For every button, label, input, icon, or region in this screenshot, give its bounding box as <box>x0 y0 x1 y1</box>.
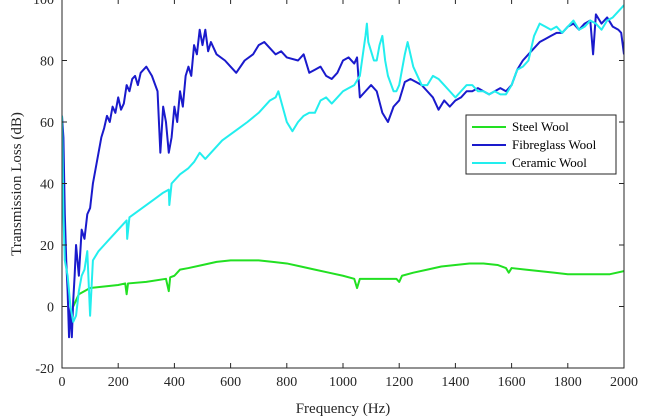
legend-label: Ceramic Wool <box>512 155 587 170</box>
y-tick-label: -20 <box>35 362 54 377</box>
x-tick-label: 1800 <box>554 375 582 390</box>
y-tick-label: 20 <box>40 239 54 254</box>
y-axis-label: Transmission Loss (dB) <box>9 112 25 256</box>
legend-label: Fibreglass Wool <box>512 137 597 152</box>
x-tick-label: 400 <box>164 375 185 390</box>
y-tick-label: 40 <box>40 178 54 193</box>
x-tick-label: 1600 <box>498 375 526 390</box>
x-tick-label: 800 <box>276 375 297 390</box>
plot-area <box>62 0 624 368</box>
x-tick-label: 200 <box>108 375 129 390</box>
series-line-steel-wool <box>72 259 624 307</box>
x-tick-label: 1200 <box>385 375 413 390</box>
x-tick-label: 600 <box>220 375 241 390</box>
legend: Steel Wool Fibreglass Wool Ceramic Wool <box>465 114 617 175</box>
y-tick-label: 100 <box>33 0 54 8</box>
x-tick-label: 2000 <box>610 375 638 390</box>
y-tick-label: 80 <box>40 55 54 70</box>
series-line-ceramic-wool <box>62 4 624 323</box>
x-axis-label: Frequency (Hz) <box>296 401 391 417</box>
x-tick-label: 1400 <box>441 375 469 390</box>
series-layer <box>62 4 624 339</box>
legend-label: Steel Wool <box>512 119 569 134</box>
x-tick-label: 1000 <box>329 375 357 390</box>
axes-layer: 0 200 400 600 800 1000 1200 1400 1600 1800 2000-20… <box>33 0 638 390</box>
x-tick-label: 0 <box>59 375 66 390</box>
y-tick-label: 0 <box>47 301 54 316</box>
y-tick-label: 60 <box>40 116 54 131</box>
